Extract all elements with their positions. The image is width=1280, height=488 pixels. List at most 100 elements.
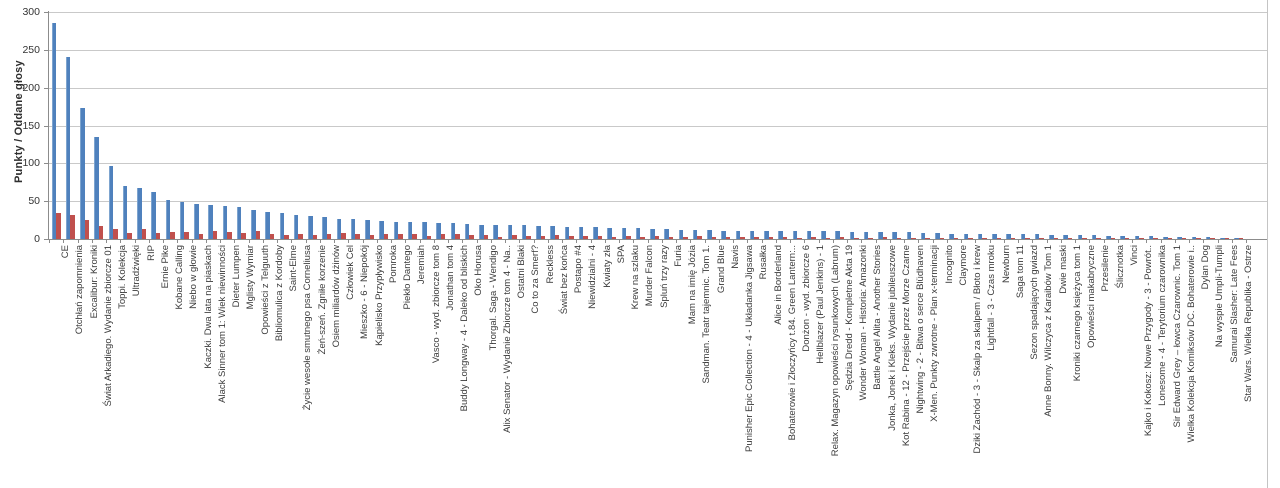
bar-group xyxy=(662,12,676,239)
bar-punkty xyxy=(151,192,156,239)
bar-group xyxy=(1047,12,1061,239)
bar-group xyxy=(676,12,690,239)
x-tick-mark xyxy=(862,239,877,243)
x-tick-mark xyxy=(1147,239,1162,243)
bar-oddane-glosy xyxy=(640,236,645,239)
x-axis-label: Człowiek Cel xyxy=(334,245,356,488)
bar-punkty xyxy=(536,226,541,239)
bar-oddane-glosy xyxy=(1096,238,1101,239)
bar-punkty xyxy=(407,221,413,239)
x-axis-label: Toppi. Kolekcja xyxy=(106,245,128,488)
bar-punkty xyxy=(878,232,883,239)
bar-group xyxy=(819,12,833,239)
x-tick-mark xyxy=(478,239,492,243)
x-tick-mark xyxy=(93,239,107,243)
bar-oddane-glosy xyxy=(1181,238,1187,239)
x-axis-label: Ultradźwięki xyxy=(120,245,142,488)
bar-group xyxy=(1032,12,1046,239)
y-axis-tick-label: 200 xyxy=(22,81,40,94)
bar-oddane-glosy xyxy=(355,233,360,239)
bar-oddane-glosy xyxy=(512,235,517,239)
x-axis-label: Buddy Longway - 4 - Daleko od bliskich xyxy=(448,245,470,488)
x-tick-mark xyxy=(150,239,164,243)
gridline xyxy=(48,87,1268,89)
x-axis-label: Sezon spadających gwiazd xyxy=(1018,245,1040,488)
x-axis-label: Życie wesołe smutnego psa Corneliusa xyxy=(291,245,313,488)
bar-oddane-glosy xyxy=(98,226,104,239)
bar-punkty xyxy=(1191,236,1197,239)
bar-oddane-glosy xyxy=(740,236,745,239)
bar-group xyxy=(904,12,918,239)
x-tick-mark xyxy=(1019,239,1034,243)
x-tick-mark xyxy=(734,239,749,243)
bar-punkty xyxy=(236,207,242,239)
gridline xyxy=(48,49,1268,51)
x-axis-label: Spluń trzy razy xyxy=(648,245,670,488)
bar-punkty xyxy=(821,231,826,239)
bar-punkty xyxy=(1134,235,1140,239)
x-axis-label: Świat Arkadiego. Wydanie zbiorcze 01 xyxy=(92,245,114,488)
x-axis-label: Thorgal. Saga - Wendigo xyxy=(477,245,499,488)
x-tick-mark xyxy=(606,239,620,243)
x-axis-ticks xyxy=(49,239,1248,243)
bar-group xyxy=(1004,12,1018,239)
bar-group xyxy=(833,12,847,239)
bar-punkty xyxy=(365,220,370,239)
x-axis-label: Incognito xyxy=(933,245,955,488)
x-axis-label-text: Star Wars. Wielka Republika - Ostrze xyxy=(1242,245,1254,402)
x-tick-mark xyxy=(1233,239,1247,243)
bar-punkty xyxy=(1234,237,1239,239)
bar-punkty xyxy=(222,205,228,239)
bar-group xyxy=(334,12,348,239)
bar-oddane-glosy xyxy=(1053,238,1059,239)
x-axis-labels: CE Otchłań zapomnienia Excalibur: Kroniki Ś… xyxy=(49,245,1254,488)
bar-oddane-glosy xyxy=(626,235,631,239)
bar-punkty xyxy=(122,186,128,239)
bar-punkty xyxy=(393,221,399,239)
x-tick-mark xyxy=(435,239,449,243)
x-tick-mark xyxy=(962,239,977,243)
x-tick-mark xyxy=(877,239,891,243)
bar-punkty xyxy=(735,230,741,239)
bar-oddane-glosy xyxy=(540,235,546,239)
x-axis-label: Grand Blue xyxy=(705,245,727,488)
bar-oddane-glosy xyxy=(1210,238,1215,239)
bar-group xyxy=(92,12,106,239)
x-axis-label: CE xyxy=(49,245,71,488)
bar-punkty xyxy=(635,227,641,239)
bar-oddane-glosy xyxy=(939,237,945,239)
bar-punkty xyxy=(749,230,755,239)
bar-group xyxy=(633,12,647,239)
bar-punkty xyxy=(963,233,969,239)
bar-punkty xyxy=(379,220,384,239)
x-axis-label: Relax. Magazyn opowieści rysunkowych (La… xyxy=(819,245,841,488)
bar-group xyxy=(1146,12,1160,239)
x-axis-label: Dylan Dog xyxy=(1189,245,1211,488)
x-axis-label: Alix Senator - Wydanie Zbiorcze tom 4 - … xyxy=(491,245,513,488)
bar-oddane-glosy xyxy=(255,231,261,239)
bar-punkty xyxy=(279,213,285,239)
x-tick-mark xyxy=(221,239,236,243)
bar-group xyxy=(363,12,377,239)
bar-oddane-glosy xyxy=(1110,238,1116,239)
bar-group xyxy=(249,12,263,239)
bar-group xyxy=(918,12,932,239)
x-axis-label: Dziki Zachód - 3 - Skalp za skalpem / Bł… xyxy=(961,245,983,488)
bar-group xyxy=(477,12,491,239)
bar-punkty xyxy=(678,229,684,239)
bar-group xyxy=(220,12,234,239)
x-tick-mark xyxy=(777,239,791,243)
bar-oddane-glosy xyxy=(797,237,802,239)
x-tick-mark xyxy=(1133,239,1148,243)
bar-punkty xyxy=(792,231,798,239)
x-axis-label: Navis xyxy=(719,245,741,488)
bar-punkty xyxy=(664,229,669,239)
bar-punkty xyxy=(265,211,270,239)
x-axis-label: Samurai Slasher: Late Fees xyxy=(1218,245,1240,488)
bar-oddane-glosy xyxy=(412,233,417,239)
bar-oddane-glosy xyxy=(982,237,987,239)
x-axis-label: Kobane Calling xyxy=(163,245,185,488)
bar-oddane-glosy xyxy=(825,237,831,239)
bar-group xyxy=(1132,12,1146,239)
bar-oddane-glosy xyxy=(84,220,90,239)
